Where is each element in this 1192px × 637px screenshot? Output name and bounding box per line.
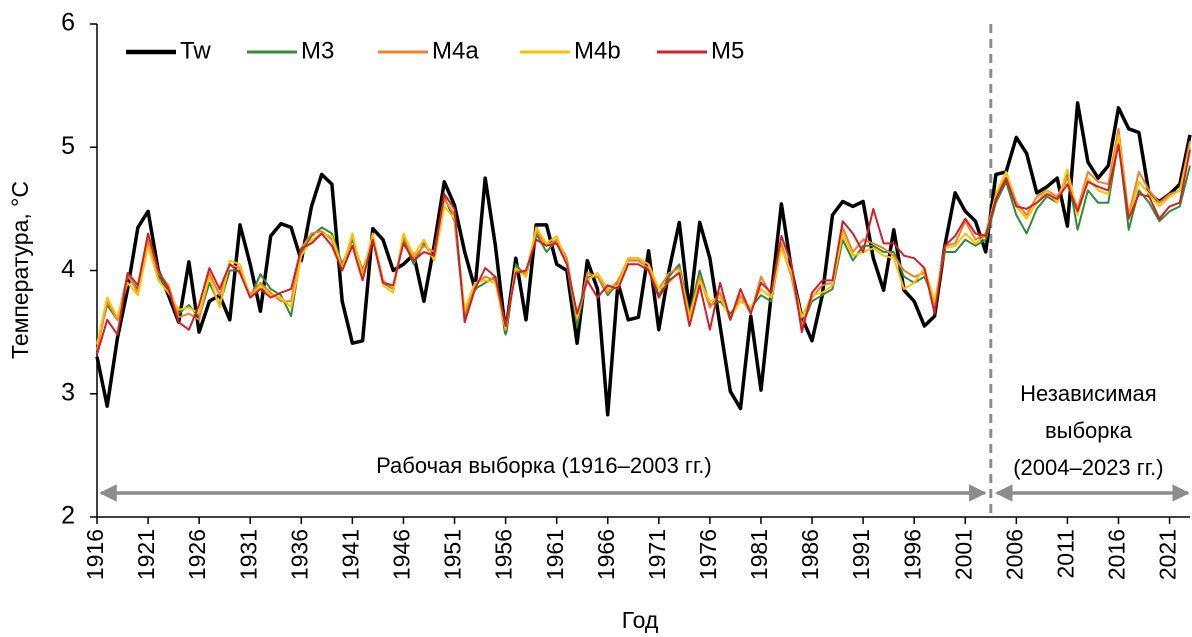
legend-label: M5	[711, 37, 744, 64]
x-tick-label: 1916	[82, 529, 108, 580]
x-tick-label: 1996	[899, 529, 925, 580]
legend-label: M4b	[574, 37, 621, 64]
x-axis-label: Год	[622, 607, 659, 633]
x-tick-label: 1981	[746, 529, 772, 580]
annotation: выборка	[1045, 418, 1133, 443]
x-tick-label: 1941	[337, 529, 363, 580]
annotation: Независимая	[1020, 381, 1157, 406]
legend-label: Tw	[180, 37, 211, 64]
series-line	[96, 127, 1191, 351]
series-line	[96, 133, 1191, 345]
x-tick-label: 1976	[695, 529, 721, 580]
x-tick-label: 1991	[848, 529, 874, 580]
x-tick-label: 1921	[133, 529, 159, 580]
annotation: Рабочая выборка (1916–2003 гг.)	[376, 453, 712, 478]
series-line	[95, 101, 1192, 417]
y-tick-label: 3	[61, 378, 75, 406]
x-tick-label: 1931	[235, 529, 261, 580]
y-tick-label: 5	[61, 132, 75, 160]
y-axis-label: Температура, °C	[7, 181, 33, 359]
x-tick-label: 1926	[184, 529, 210, 580]
x-tick-label: 1946	[389, 529, 415, 580]
x-tick-label: 1956	[491, 529, 517, 580]
x-tick-label: 2001	[950, 529, 976, 580]
legend-label: M4a	[432, 37, 479, 64]
x-tick-label: 1986	[797, 529, 823, 580]
x-tick-label: 2011	[1052, 529, 1078, 578]
x-tick-label: 2016	[1104, 529, 1130, 580]
x-tick-label: 2006	[1001, 529, 1027, 580]
x-tick-label: 1966	[593, 529, 619, 580]
y-tick-label: 6	[61, 9, 75, 37]
legend-label: M3	[301, 37, 334, 64]
y-tick-label: 2	[61, 502, 75, 530]
y-tick-label: 4	[61, 255, 75, 283]
annotation: (2004–2023 гг.)	[1013, 455, 1163, 480]
x-tick-label: 2021	[1155, 529, 1181, 580]
x-tick-label: 1971	[644, 529, 670, 580]
series-line	[96, 140, 1191, 345]
x-tick-label: 1951	[440, 529, 466, 580]
series-line	[96, 143, 1191, 355]
x-tick-label: 1961	[542, 529, 568, 580]
x-tick-label: 1936	[286, 529, 312, 580]
